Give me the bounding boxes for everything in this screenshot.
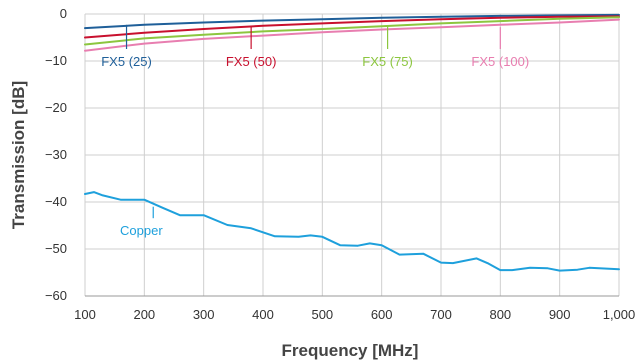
series-label-fx5-50: FX5 (50)	[226, 54, 277, 69]
x-tick-label: 800	[489, 307, 511, 322]
x-tick-label: 700	[430, 307, 452, 322]
x-tick-label: 300	[193, 307, 215, 322]
series-label-fx5-100: FX5 (100)	[471, 54, 529, 69]
series-line-copper	[84, 191, 620, 272]
y-axis-title: Transmission [dB]	[9, 81, 28, 229]
y-tick-label: −20	[45, 100, 67, 115]
series-line-fx5-75	[84, 16, 620, 46]
y-tick-label: −30	[45, 147, 67, 162]
y-tick-label: −60	[45, 288, 67, 303]
series-labels: FX5 (25) FX5 (50) FX5 (75) FX5 (100) Copper	[101, 24, 529, 238]
x-tick-label: 900	[549, 307, 571, 322]
x-tick-label: 400	[252, 307, 274, 322]
x-tick-label: 200	[133, 307, 155, 322]
series-line-fx5-25	[84, 13, 620, 30]
x-tick-label: 1,000	[603, 307, 636, 322]
x-axis-ticks: 100 200 300 400 500 600 700 800 900 1,000	[74, 307, 635, 322]
x-tick-label: 500	[311, 307, 333, 322]
y-tick-label: −50	[45, 241, 67, 256]
y-axis-ticks: 0 −10 −20 −30 −40 −50 −60	[45, 6, 67, 303]
series-line-fx5-100	[84, 18, 620, 52]
series-line-fx5-50	[84, 15, 620, 39]
y-tick-label: −40	[45, 194, 67, 209]
series-lines	[84, 13, 620, 272]
grid	[84, 13, 620, 297]
y-tick-label: 0	[60, 6, 67, 21]
series-label-fx5-75: FX5 (75)	[362, 54, 413, 69]
x-tick-label: 100	[74, 307, 96, 322]
x-tick-label: 600	[371, 307, 393, 322]
series-label-fx5-25: FX5 (25)	[101, 54, 152, 69]
y-tick-label: −10	[45, 53, 67, 68]
x-axis-title: Frequency [MHz]	[282, 341, 419, 360]
series-label-copper: Copper	[120, 223, 163, 238]
